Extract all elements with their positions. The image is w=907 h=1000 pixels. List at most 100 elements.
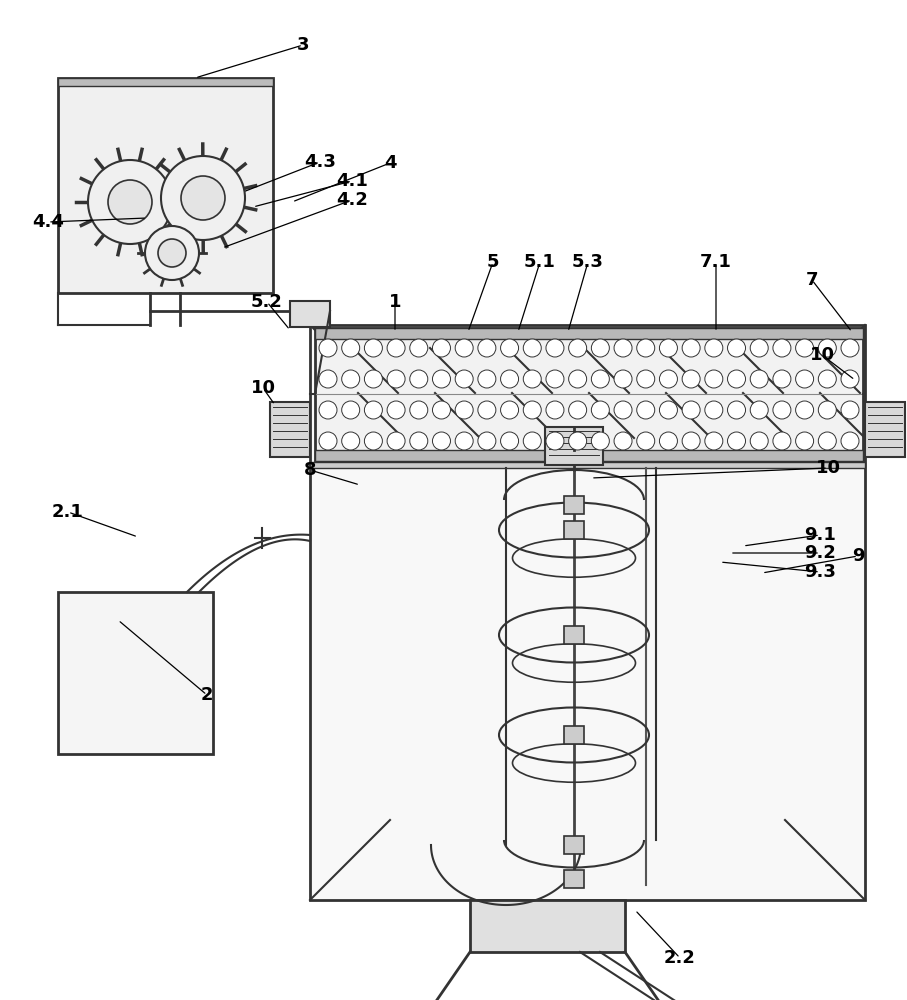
Circle shape: [591, 401, 610, 419]
Circle shape: [682, 432, 700, 450]
Circle shape: [773, 432, 791, 450]
Circle shape: [750, 401, 768, 419]
Circle shape: [682, 339, 700, 357]
Bar: [564, 726, 584, 744]
Circle shape: [659, 339, 678, 357]
Circle shape: [727, 432, 746, 450]
Circle shape: [727, 339, 746, 357]
Text: 1: 1: [389, 293, 401, 311]
Circle shape: [546, 339, 564, 357]
Circle shape: [841, 370, 859, 388]
Bar: [564, 521, 584, 539]
Circle shape: [546, 432, 564, 450]
Circle shape: [727, 401, 746, 419]
Bar: [310, 462, 865, 468]
Text: 8: 8: [304, 461, 317, 479]
Circle shape: [523, 339, 541, 357]
Circle shape: [727, 370, 746, 388]
Text: 9.3: 9.3: [805, 563, 836, 581]
Circle shape: [682, 401, 700, 419]
Circle shape: [181, 176, 225, 220]
Text: 4: 4: [384, 154, 396, 172]
Circle shape: [478, 370, 496, 388]
Circle shape: [387, 339, 405, 357]
Bar: [564, 870, 584, 888]
Circle shape: [410, 339, 428, 357]
Circle shape: [319, 432, 337, 450]
Circle shape: [342, 339, 360, 357]
Text: 9.1: 9.1: [805, 526, 836, 544]
Text: 4.4: 4.4: [32, 213, 63, 231]
Circle shape: [365, 401, 383, 419]
Circle shape: [637, 401, 655, 419]
Circle shape: [637, 339, 655, 357]
Text: 2: 2: [200, 686, 213, 704]
Bar: [564, 836, 584, 854]
Text: 5.3: 5.3: [572, 253, 604, 271]
Bar: [315, 450, 863, 461]
Circle shape: [478, 432, 496, 450]
Circle shape: [773, 401, 791, 419]
Circle shape: [614, 370, 632, 388]
Circle shape: [818, 432, 836, 450]
Circle shape: [387, 401, 405, 419]
Circle shape: [705, 339, 723, 357]
Circle shape: [569, 339, 587, 357]
Circle shape: [750, 339, 768, 357]
Circle shape: [705, 432, 723, 450]
Bar: [270, 402, 310, 457]
Circle shape: [342, 370, 360, 388]
Text: 7: 7: [805, 271, 818, 289]
Text: 10: 10: [815, 459, 841, 477]
Circle shape: [161, 156, 245, 240]
Circle shape: [501, 432, 519, 450]
Circle shape: [410, 432, 428, 450]
Text: 5.2: 5.2: [251, 293, 283, 311]
Circle shape: [478, 401, 496, 419]
Circle shape: [433, 370, 451, 388]
Circle shape: [88, 160, 172, 244]
Circle shape: [795, 370, 814, 388]
Text: 2.1: 2.1: [52, 503, 84, 521]
Circle shape: [750, 432, 768, 450]
Circle shape: [523, 432, 541, 450]
Bar: [315, 328, 863, 339]
Circle shape: [433, 432, 451, 450]
Circle shape: [659, 370, 678, 388]
Circle shape: [795, 432, 814, 450]
Circle shape: [478, 339, 496, 357]
Circle shape: [365, 370, 383, 388]
Text: 10: 10: [810, 346, 834, 364]
Circle shape: [773, 339, 791, 357]
Circle shape: [795, 339, 814, 357]
Circle shape: [546, 370, 564, 388]
Circle shape: [818, 401, 836, 419]
Circle shape: [591, 370, 610, 388]
Circle shape: [841, 432, 859, 450]
Circle shape: [433, 401, 451, 419]
Bar: [310, 325, 865, 900]
Bar: [564, 626, 584, 644]
Circle shape: [659, 401, 678, 419]
Circle shape: [569, 432, 587, 450]
Circle shape: [387, 432, 405, 450]
Text: 9.2: 9.2: [805, 544, 836, 562]
Circle shape: [501, 401, 519, 419]
Bar: [564, 496, 584, 514]
Circle shape: [614, 401, 632, 419]
Text: 4.3: 4.3: [304, 153, 336, 171]
Circle shape: [365, 339, 383, 357]
Circle shape: [342, 401, 360, 419]
Circle shape: [501, 370, 519, 388]
Bar: [315, 328, 863, 461]
Bar: [470, 900, 625, 952]
Circle shape: [433, 339, 451, 357]
Text: 7.1: 7.1: [700, 253, 732, 271]
Bar: [545, 427, 603, 465]
Circle shape: [750, 370, 768, 388]
Circle shape: [342, 432, 360, 450]
Bar: [58, 78, 273, 293]
Circle shape: [841, 339, 859, 357]
Circle shape: [818, 370, 836, 388]
Circle shape: [569, 401, 587, 419]
